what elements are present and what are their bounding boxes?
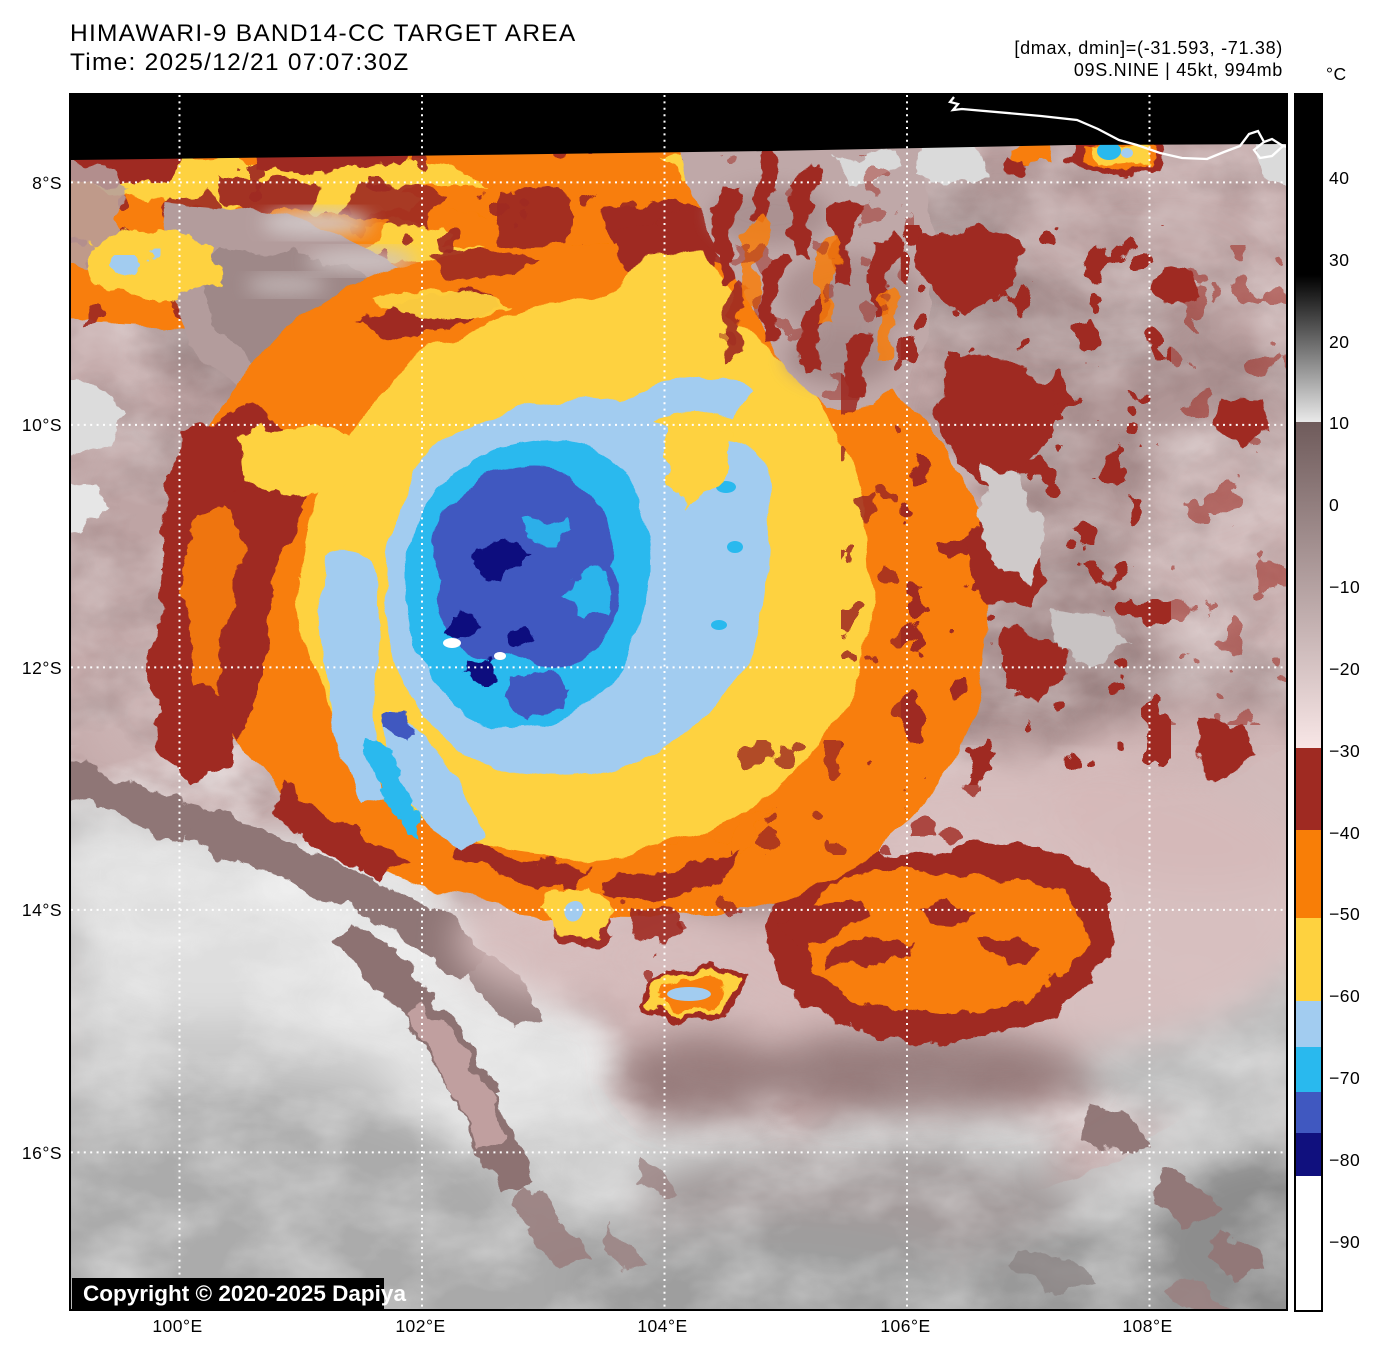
svg-text:Copyright © 2020-2025 Dapiya: Copyright © 2020-2025 Dapiya — [83, 1281, 406, 1306]
